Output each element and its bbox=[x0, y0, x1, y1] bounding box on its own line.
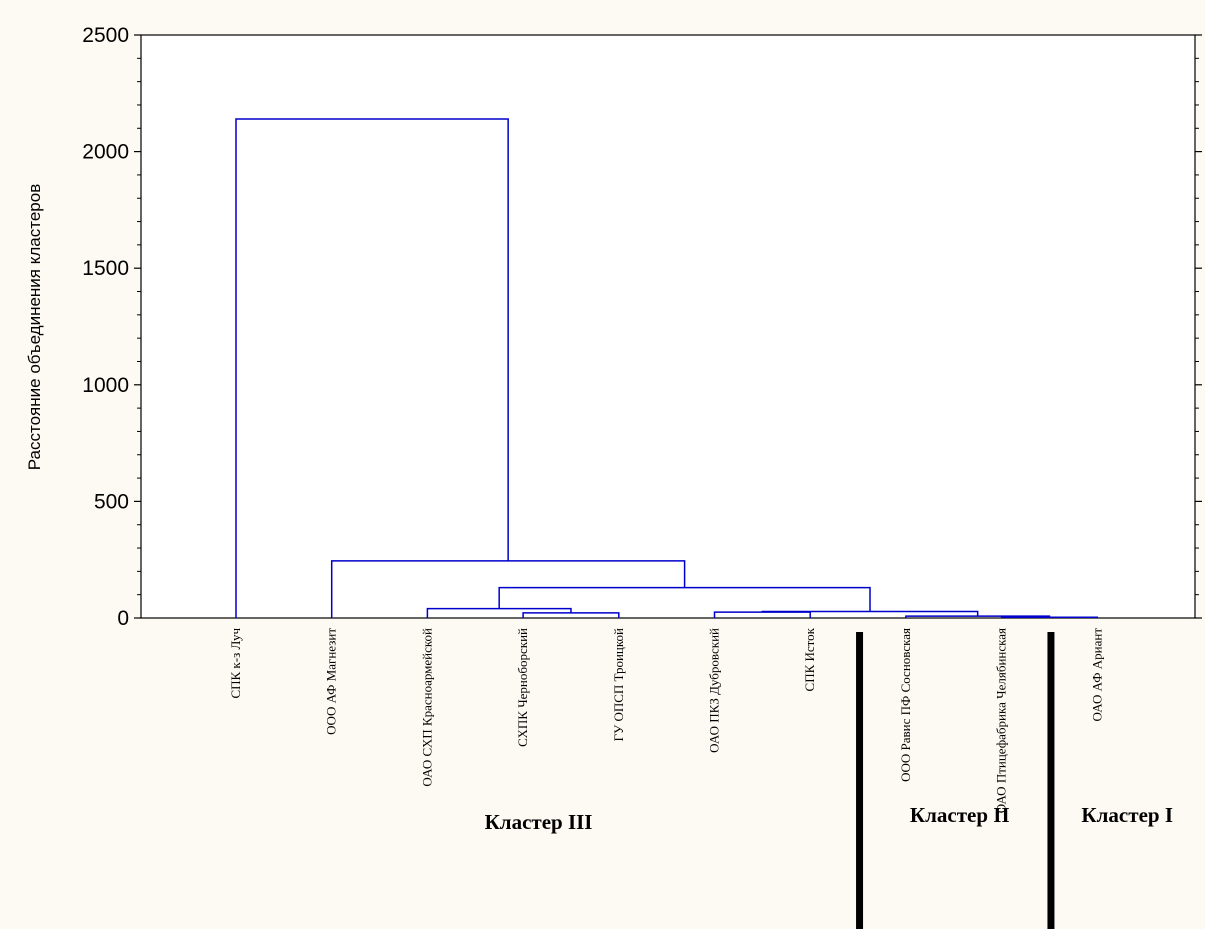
dendrogram-link-m9 bbox=[235, 118, 509, 618]
leaf-label: ОАО СХП Красноармейской bbox=[419, 628, 434, 787]
leaf-label: СПК Исток bbox=[802, 627, 817, 691]
leaf-labels: СПК к-з Луч ООО АФ Магнезит ОАО СХП Красно… bbox=[228, 627, 1104, 813]
axes: 0 500 1000 1500 2000 2500 bbox=[82, 24, 1202, 630]
y-tick-label: 1000 bbox=[82, 374, 129, 397]
y-tick-label: 0 bbox=[117, 607, 129, 630]
leaf-label: СХПК Черноборский bbox=[515, 628, 530, 747]
leaf-label: ОАО Птицефабрика Челябинская bbox=[994, 628, 1009, 813]
y-tick-label: 2500 bbox=[82, 24, 129, 47]
cluster-label: Кластер III bbox=[485, 810, 593, 834]
cluster-separator bbox=[856, 632, 864, 929]
dendrogram-tree bbox=[235, 118, 1099, 619]
leaf-label: ООО АФ Магнезит bbox=[324, 628, 339, 735]
y-axis-label: Расстояние объединения кластеров bbox=[25, 184, 44, 470]
leaf-label: ООО Равис ПФ Сосновская bbox=[898, 628, 913, 782]
dendrogram-link-m1 bbox=[1000, 616, 1099, 619]
y-tick-label: 1500 bbox=[82, 257, 129, 280]
cluster-label: Кластер I bbox=[1081, 803, 1173, 827]
leaf-label: ОАО АФ Ариант bbox=[1089, 628, 1104, 722]
cluster-separator bbox=[1047, 632, 1055, 929]
leaf-label: ОАО ПКЗ Дубровский bbox=[707, 628, 722, 753]
leaf-label: СПК к-з Луч bbox=[228, 628, 243, 699]
dendrogram-link-m3 bbox=[522, 612, 620, 618]
leaf-label: ГУ ОПСП Троицкой bbox=[611, 628, 626, 742]
cluster-label: Кластер II bbox=[910, 803, 1010, 827]
plot-frame bbox=[140, 34, 1196, 619]
cluster-annotations: Кластер III Кластер II Кластер I bbox=[485, 632, 1173, 929]
y-tick-label: 2000 bbox=[82, 141, 129, 164]
y-tick-label: 500 bbox=[94, 490, 129, 513]
